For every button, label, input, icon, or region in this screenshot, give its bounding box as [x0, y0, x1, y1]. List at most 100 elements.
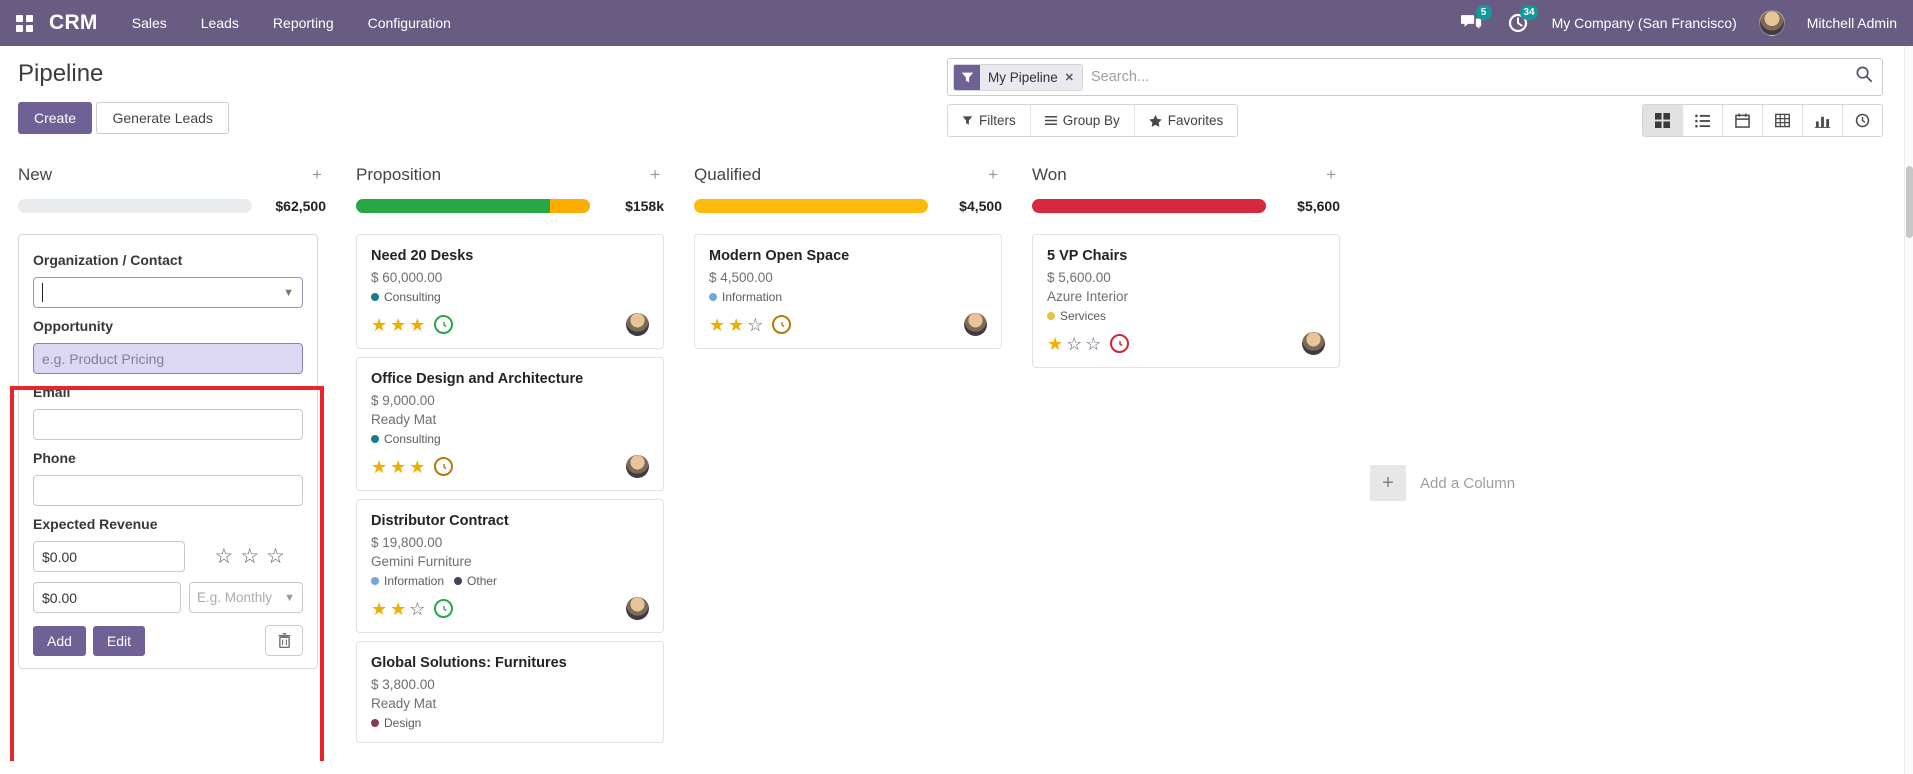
- progress-segment: [18, 199, 252, 213]
- tag-consulting: Consulting: [371, 290, 441, 304]
- list-view-button[interactable]: [1683, 105, 1723, 136]
- tag-dot: [709, 293, 717, 301]
- company-switcher[interactable]: My Company (San Francisco): [1551, 15, 1737, 31]
- kanban-view-button[interactable]: [1643, 105, 1683, 136]
- kanban-card[interactable]: Office Design and Architecture $ 9,000.0…: [356, 357, 664, 491]
- search-bar[interactable]: My Pipeline ✕: [947, 58, 1883, 96]
- tag-dot: [371, 719, 379, 727]
- quick-add-icon[interactable]: +: [650, 165, 660, 184]
- star-icon[interactable]: ☆: [409, 598, 426, 619]
- star-icon[interactable]: ★: [409, 314, 426, 335]
- star-icon[interactable]: ☆: [1085, 333, 1102, 354]
- menu-leads[interactable]: Leads: [200, 15, 239, 31]
- column-progressbar[interactable]: [1032, 199, 1266, 213]
- search-icon[interactable]: [1855, 65, 1874, 89]
- priority-stars[interactable]: ★ ☆ ☆: [1047, 335, 1101, 353]
- quick-add-icon[interactable]: +: [988, 165, 998, 184]
- star-icon[interactable]: ★: [371, 598, 388, 619]
- phone-input[interactable]: [33, 475, 303, 506]
- kanban-card[interactable]: Distributor Contract $ 19,800.00 Gemini …: [356, 499, 664, 633]
- menu-configuration[interactable]: Configuration: [367, 15, 451, 31]
- column-progressbar[interactable]: [18, 199, 252, 213]
- card-title: Need 20 Desks: [371, 248, 474, 264]
- priority-stars[interactable]: ☆ ☆ ☆: [215, 544, 285, 569]
- column-amount: $5,600: [1297, 198, 1340, 214]
- user-avatar[interactable]: [1758, 10, 1785, 36]
- create-button[interactable]: Create: [18, 102, 93, 134]
- menu-sales[interactable]: Sales: [131, 15, 167, 31]
- favorites-button[interactable]: Favorites: [1134, 105, 1238, 136]
- star-icon[interactable]: ★: [390, 456, 407, 477]
- kanban-card[interactable]: 5 VP Chairs $ 5,600.00 Azure Interior Se…: [1032, 234, 1340, 368]
- phone-label: Phone: [33, 450, 76, 466]
- generate-leads-button[interactable]: Generate Leads: [96, 102, 229, 134]
- vertical-scrollbar[interactable]: [1904, 46, 1913, 774]
- quick-add-icon[interactable]: +: [1326, 165, 1336, 184]
- add-column-label: Add a Column: [1420, 474, 1516, 492]
- expected-revenue-input[interactable]: [33, 541, 185, 572]
- menu-reporting[interactable]: Reporting: [272, 15, 334, 31]
- star-icon[interactable]: ☆: [747, 314, 764, 335]
- group-by-button[interactable]: Group By: [1030, 105, 1135, 136]
- activity-clock-icon[interactable]: [1110, 334, 1130, 353]
- star-icon[interactable]: ☆: [214, 545, 234, 568]
- bar-chart-icon: [1815, 116, 1830, 128]
- priority-stars[interactable]: ★ ★ ☆: [371, 600, 425, 618]
- activity-clock-icon[interactable]: [434, 457, 454, 476]
- star-icon[interactable]: ★: [728, 314, 745, 335]
- pivot-view-button[interactable]: [1763, 105, 1803, 136]
- activities-icon[interactable]: 34: [1506, 5, 1538, 34]
- column-proposition: Proposition + $158k Need 20 Desks $ 60,0…: [356, 165, 664, 761]
- remove-facet-icon[interactable]: ✕: [1064, 71, 1074, 84]
- chat-bubbles-icon: [1461, 15, 1482, 29]
- search-input[interactable]: [1091, 69, 1855, 85]
- column-new: New + $62,500 Organization / Contact ▼ O…: [18, 165, 326, 761]
- recurring-plan-select[interactable]: E.g. Monthly ▼: [189, 582, 303, 613]
- star-icon[interactable]: ★: [709, 314, 726, 335]
- email-label: Email: [33, 384, 71, 400]
- apps-menu-icon[interactable]: [16, 14, 33, 32]
- activity-clock-icon[interactable]: [772, 315, 792, 334]
- activity-clock-icon[interactable]: [434, 315, 454, 334]
- star-icon[interactable]: ☆: [240, 545, 260, 568]
- kanban-card[interactable]: Global Solutions: Furnitures $ 3,800.00 …: [356, 641, 664, 743]
- star-icon[interactable]: ★: [390, 598, 407, 619]
- tag-other: Other: [454, 574, 497, 588]
- activity-view-button[interactable]: [1843, 105, 1882, 136]
- star-icon[interactable]: ★: [371, 314, 388, 335]
- recurring-revenue-input[interactable]: [33, 582, 181, 613]
- app-name[interactable]: CRM: [49, 11, 98, 34]
- delete-button[interactable]: [265, 625, 303, 656]
- text-cursor: [42, 283, 43, 302]
- kanban-card[interactable]: Modern Open Space $ 4,500.00 Information…: [694, 234, 1002, 349]
- add-column-button[interactable]: +: [1370, 465, 1406, 501]
- star-icon[interactable]: ★: [409, 456, 426, 477]
- star-icon[interactable]: ★: [1047, 333, 1064, 354]
- kanban-card[interactable]: Need 20 Desks $ 60,000.00 Consulting ★ ★ ★: [356, 234, 664, 349]
- quick-add-icon[interactable]: +: [312, 165, 322, 184]
- column-progressbar[interactable]: [356, 199, 590, 213]
- scrollbar-thumb[interactable]: [1906, 166, 1913, 238]
- priority-stars[interactable]: ★ ★ ☆: [709, 316, 763, 334]
- column-progressbar[interactable]: [694, 199, 928, 213]
- organization-input[interactable]: ▼: [33, 277, 303, 308]
- card-title: Global Solutions: Furnitures: [371, 655, 567, 671]
- star-icon[interactable]: ★: [371, 456, 388, 477]
- star-icon[interactable]: ☆: [1066, 333, 1083, 354]
- messages-icon[interactable]: 5: [1460, 5, 1492, 34]
- calendar-view-button[interactable]: [1723, 105, 1763, 136]
- priority-stars[interactable]: ★ ★ ★: [371, 316, 425, 334]
- star-icon[interactable]: ★: [390, 314, 407, 335]
- user-menu[interactable]: Mitchell Admin: [1806, 15, 1897, 31]
- messages-badge: 5: [1475, 5, 1492, 20]
- graph-view-button[interactable]: [1803, 105, 1843, 136]
- star-icon[interactable]: ☆: [266, 545, 285, 568]
- opportunity-input[interactable]: [33, 343, 303, 374]
- priority-stars[interactable]: ★ ★ ★: [371, 458, 425, 476]
- activity-clock-icon[interactable]: [434, 599, 454, 618]
- filters-button[interactable]: Filters: [948, 105, 1031, 136]
- add-button[interactable]: Add: [33, 625, 86, 656]
- email-input[interactable]: [33, 409, 303, 440]
- chevron-down-icon[interactable]: ▼: [283, 286, 294, 299]
- edit-button[interactable]: Edit: [92, 625, 146, 656]
